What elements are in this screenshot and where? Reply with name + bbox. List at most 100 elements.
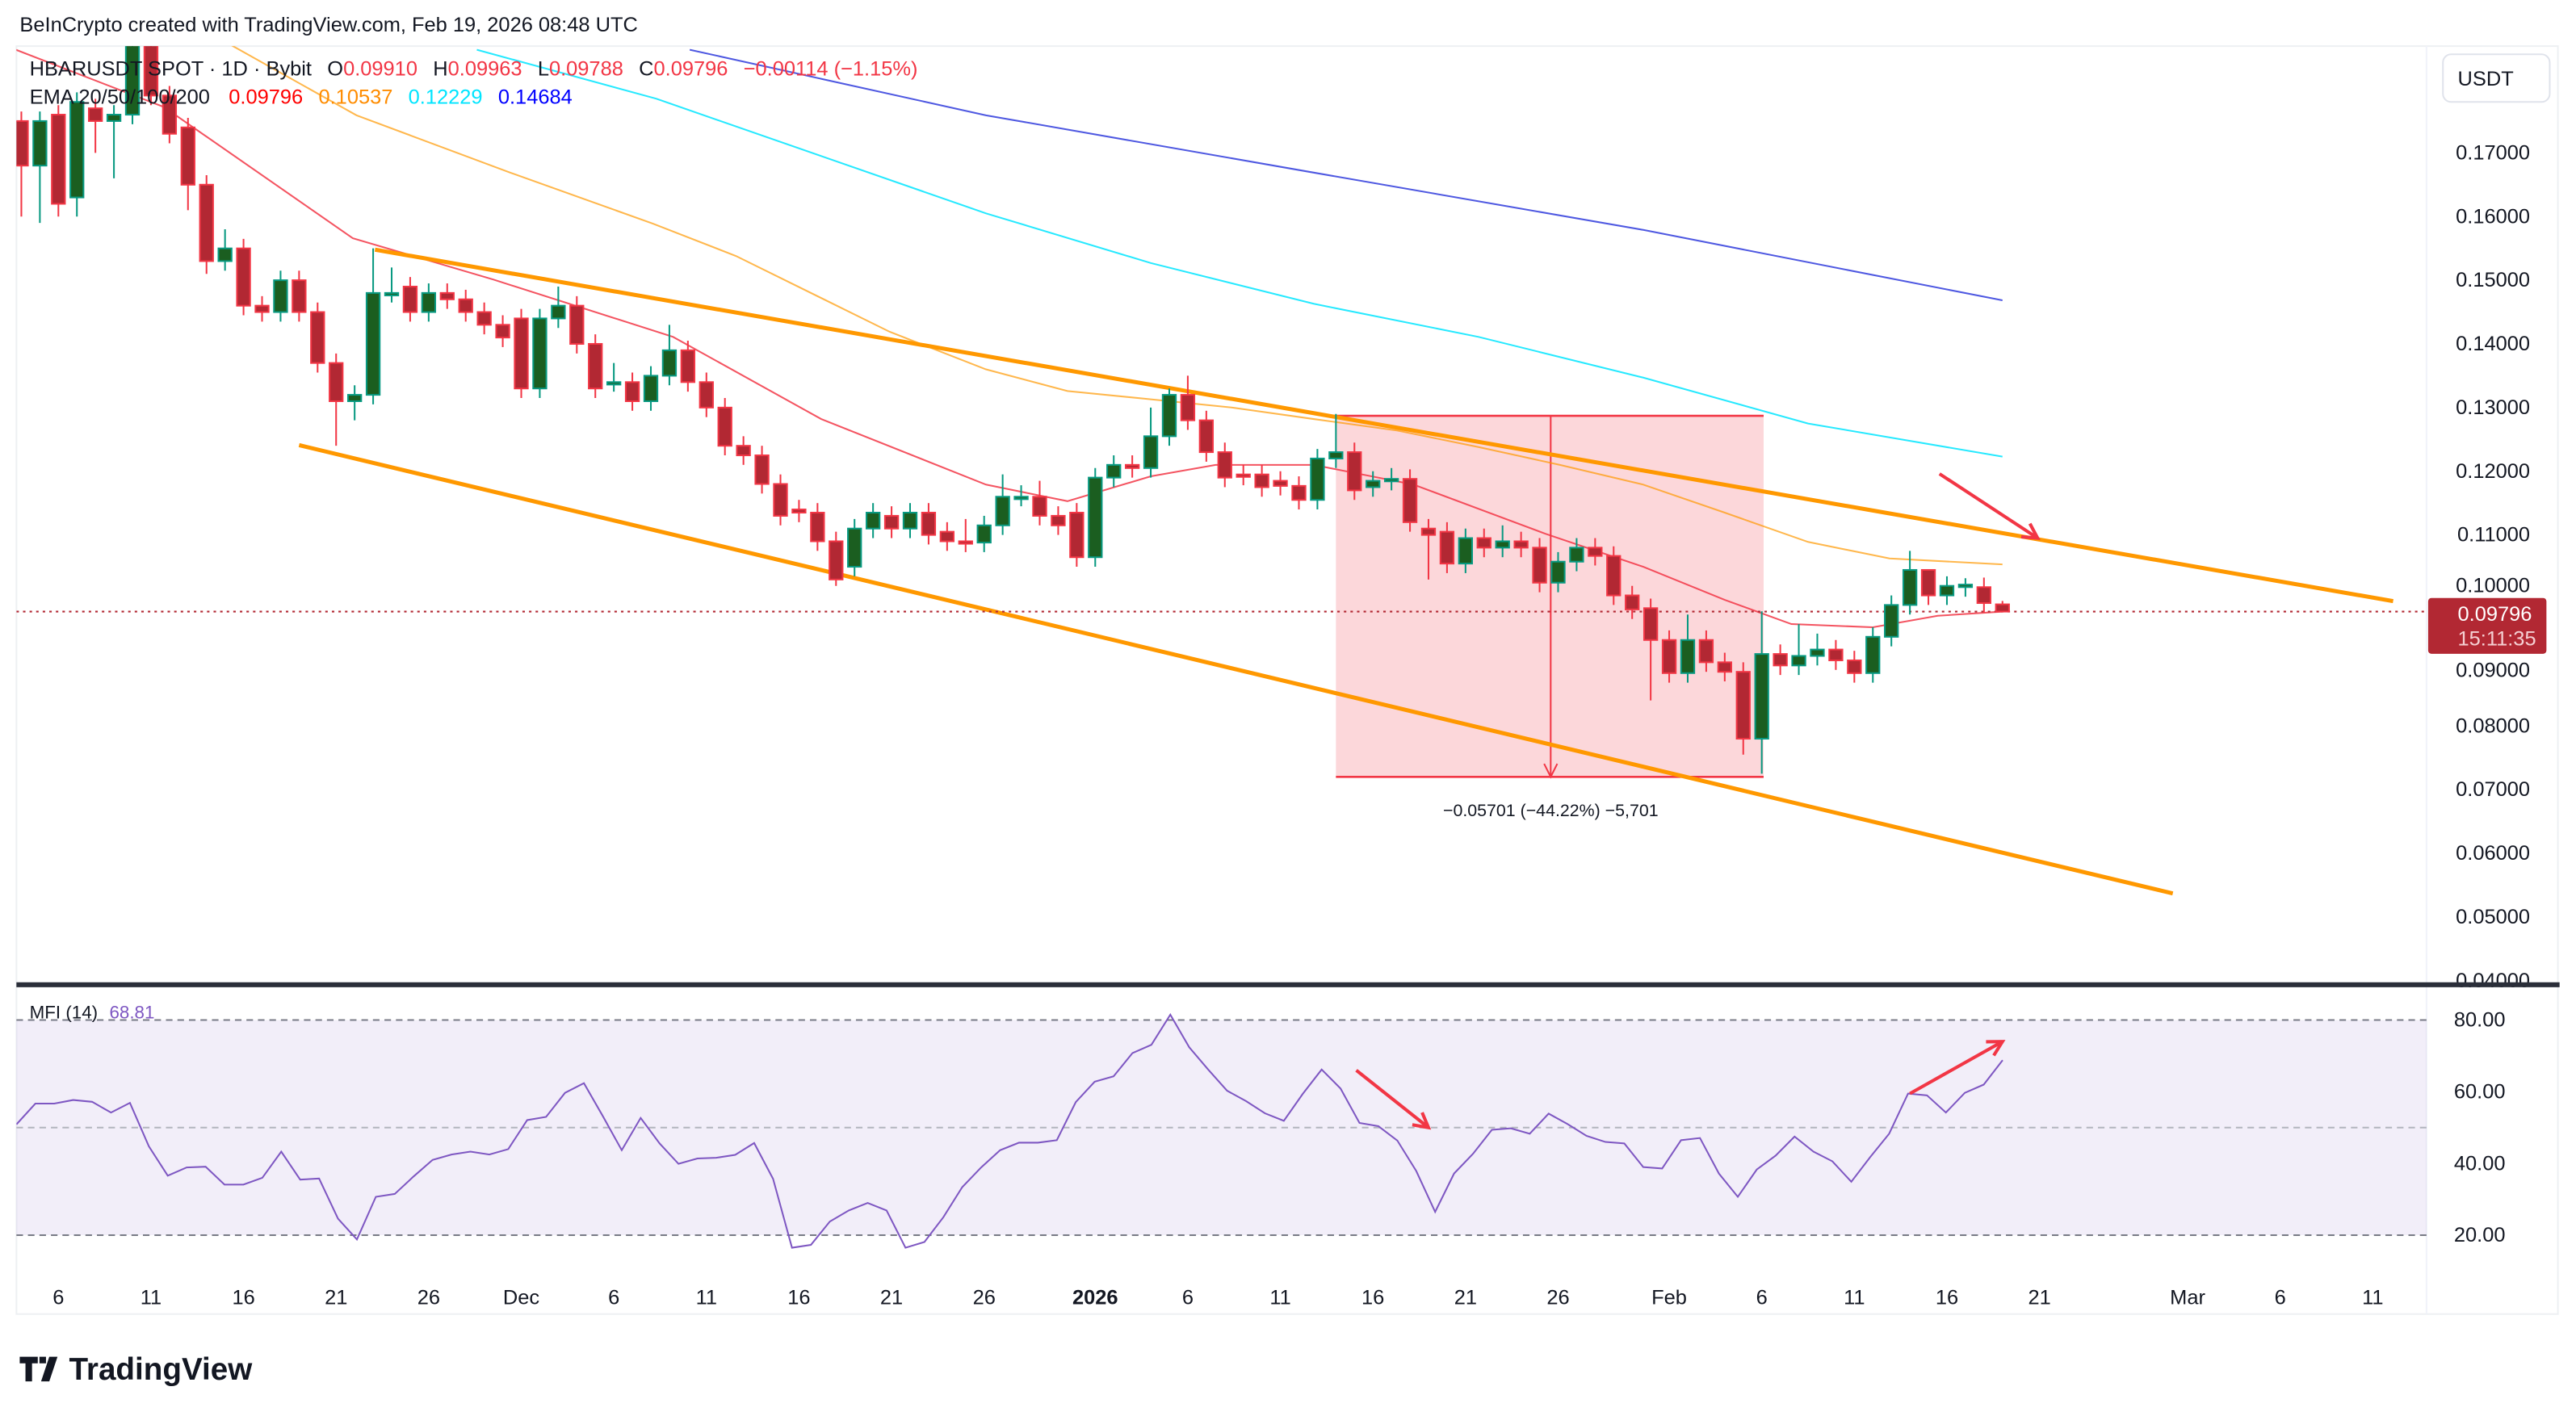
candle [588,334,603,399]
candle [1625,585,1640,619]
candle-body [1032,496,1047,517]
mfi-annotation-arrows [1355,1040,2006,1130]
candle [1383,467,1399,491]
price-tick-label: 0.16000 [2456,205,2530,228]
candle-body [69,101,85,199]
candle-body [939,530,955,543]
time-tick-label: 26 [1546,1287,1569,1309]
measure-tool[interactable] [1336,414,1764,779]
tradingview-logo-text: TradingView [69,1352,253,1387]
time-tick-label: 11 [2362,1287,2383,1309]
time-tick-label: 6 [1182,1287,1194,1309]
candle-body [1550,560,1566,584]
candle [1698,630,1714,672]
time-axis[interactable]: 6 11 16 21 26 Dec 6 11 16 21 26 2026 6 11 16 21 26 Feb 6 11… [52,1287,2383,1309]
change-value: −0.00114 (−1.15%) [744,58,918,81]
tradingview-logo: TradingView [19,1352,253,1387]
candle-body [1124,463,1140,469]
candle [1476,528,1491,558]
measure-box [1336,416,1764,777]
candle-body [1236,473,1251,478]
candle-body [1366,480,1381,488]
candle-body [1920,568,1936,597]
candle-body [1161,394,1177,438]
annotation-arrows [1938,472,2041,540]
candle-body [847,527,862,568]
candle [902,503,918,538]
candle [180,117,195,211]
symbol-label: HBARUSDT SPOT · 1D · Bybit [30,58,312,81]
candle [1180,375,1196,430]
candle [88,98,103,153]
open-label: O [327,58,343,81]
measure-arrow-head-icon [1543,763,1559,779]
mfi-label: MFI (14) [30,1003,98,1023]
candle [1106,455,1122,488]
candle-body [791,509,807,514]
candle [643,366,659,411]
candle [1420,518,1437,580]
candle-body [16,119,29,167]
measure-label: −0.05701 (−44.22%) −5,701 [1443,801,1659,820]
candle [1680,614,1696,683]
candle-body [1643,607,1659,641]
candle-body [458,298,473,313]
time-tick-label: 2026 [1072,1287,1118,1309]
descending-channel[interactable] [298,247,2393,896]
time-tick-label: 11 [1844,1287,1865,1309]
candle [865,503,881,538]
candle [254,295,270,322]
candle-body [1458,537,1473,565]
time-tick-label: Mar [2170,1287,2205,1309]
ema20-value: 0.09796 [229,86,303,108]
price-tick-label: 0.04000 [2456,970,2530,992]
candle [458,289,473,322]
time-tick-label: 6 [1756,1287,1768,1309]
candle [532,308,548,399]
candle [847,518,862,576]
candle [1088,467,1103,568]
mfi-pane[interactable]: MFI (14) 68.81 80.00 60.00 40.00 20.00 [16,1003,2506,1249]
candle [16,111,29,217]
candle [273,270,288,322]
candle [292,270,307,322]
price-tick-label: 0.06000 [2456,842,2530,865]
candle-body [1402,478,1418,523]
bar-countdown: 15:11:35 [2458,628,2536,651]
candle [1291,476,1307,510]
open-value: 0.09910 [343,58,417,81]
pane-separator[interactable] [16,982,2560,987]
candle-body [699,381,714,408]
candle [754,446,770,494]
price-pane[interactable] [15,35,2427,896]
candle [624,372,640,411]
time-tick-label: 6 [52,1287,64,1309]
candle-body [402,285,418,313]
candle [1847,651,1862,683]
time-tick-label: Feb [1651,1287,1687,1309]
candle [1236,464,1251,486]
candle [439,283,455,309]
candle-body [514,317,529,390]
candle [939,522,955,551]
candle [1328,413,1344,468]
candle-body [32,119,48,167]
candle [1588,538,1603,566]
candle [143,46,159,106]
candle-body [217,247,233,262]
candle [1735,662,1751,755]
candle-body [1088,476,1103,559]
mfi-line [16,1012,2003,1249]
candle [1754,611,1769,774]
candle-body [680,349,696,383]
candle-body [1273,480,1288,487]
usdt-button[interactable]: USDT [2442,53,2551,103]
candle-body [976,524,992,544]
time-tick-label: 21 [2028,1287,2050,1309]
candle [329,353,344,446]
channel-upper-line [374,247,2393,604]
price-axis[interactable]: 0.17000 0.16000 0.15000 0.14000 0.13000 0.120… [2456,141,2530,991]
candle [1069,503,1085,568]
candle [346,385,363,421]
